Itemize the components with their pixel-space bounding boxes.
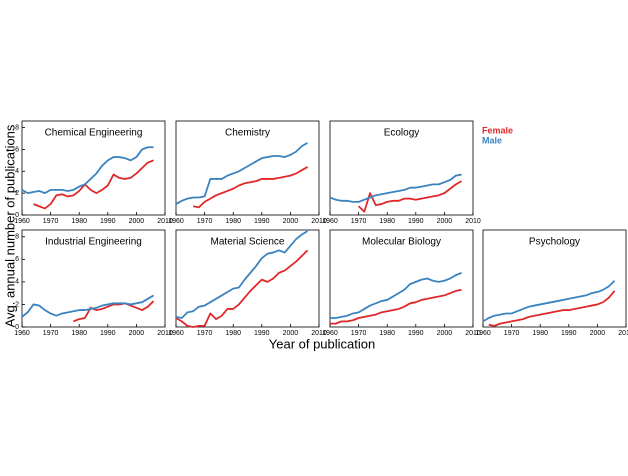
x-tick-label: 1960 [322, 330, 338, 337]
x-tick-label: 1980 [71, 330, 87, 337]
panel-title: Psychology [529, 237, 580, 248]
x-tick-label: 2010 [311, 218, 327, 225]
series-line [329, 173, 462, 203]
y-tick-label: 8 [15, 124, 19, 131]
y-tick-label: 6 [15, 146, 19, 153]
plot-frame [482, 229, 627, 328]
x-tick-label: 1960 [168, 330, 184, 337]
x-tick-label: 1970 [351, 218, 367, 225]
y-tick-label: 2 [15, 301, 19, 308]
plot-frame [329, 229, 474, 328]
series-line [330, 272, 462, 319]
x-tick-label: 2010 [157, 330, 173, 337]
x-tick-label: 2000 [129, 330, 145, 337]
panel-title: Ecology [384, 128, 420, 139]
x-tick-label: 1970 [197, 218, 213, 225]
x-tick-label: 2000 [437, 330, 453, 337]
x-tick-label: 1980 [379, 218, 395, 225]
x-tick-label: 2010 [311, 330, 327, 337]
plot-frame [329, 120, 474, 216]
series-line [175, 249, 309, 328]
x-tick-label: 2010 [465, 330, 481, 337]
y-tick-label: 0 [15, 324, 19, 331]
x-tick-label: 1980 [71, 218, 87, 225]
plot-frame [175, 229, 320, 328]
y-tick-label: 0 [15, 212, 19, 219]
plot-frame [21, 120, 166, 216]
x-tick-label: 1980 [225, 218, 241, 225]
x-tick-label: 1970 [197, 330, 213, 337]
panel-title: Chemical Engineering [45, 128, 143, 139]
series-line [330, 288, 462, 325]
series-line [192, 166, 309, 209]
y-tick-label: 2 [15, 190, 19, 197]
y-tick-label: 4 [15, 168, 19, 175]
y-tick-label: 8 [15, 234, 19, 241]
x-tick-label: 1960 [322, 218, 338, 225]
panel-title: Industrial Engineering [45, 237, 142, 248]
series-line [73, 300, 155, 323]
x-tick-label: 1980 [532, 330, 548, 337]
x-tick-label: 1990 [254, 218, 270, 225]
x-tick-label: 1960 [14, 218, 30, 225]
x-tick-label: 2010 [465, 218, 481, 225]
series-line [21, 146, 154, 195]
y-tick-label: 6 [15, 256, 19, 263]
x-tick-label: 2010 [618, 330, 628, 337]
x-tick-label: 2000 [283, 218, 299, 225]
legend-label: Female [482, 125, 513, 135]
x-tick-label: 2000 [129, 218, 145, 225]
x-tick-label: 2000 [437, 218, 453, 225]
panel-title: Material Science [211, 237, 285, 248]
x-tick-label: 1970 [351, 330, 367, 337]
series-line [488, 290, 616, 327]
x-tick-label: 1960 [168, 218, 184, 225]
plot-frame [175, 120, 320, 216]
x-tick-label: 1960 [475, 330, 491, 337]
x-tick-label: 2010 [157, 218, 173, 225]
x-tick-label: 1990 [254, 330, 270, 337]
x-tick-label: 1990 [100, 218, 116, 225]
series-line [482, 280, 616, 323]
series-line [357, 180, 463, 213]
x-tick-label: 1990 [408, 218, 424, 225]
x-tick-label: 1970 [43, 330, 59, 337]
series-line [33, 159, 154, 210]
x-tick-label: 2000 [283, 330, 299, 337]
x-tick-label: 1990 [408, 330, 424, 337]
x-axis-label: Year of publication [269, 336, 376, 351]
panel-title: Chemistry [225, 128, 270, 139]
legend-label: Male [482, 135, 502, 145]
x-tick-label: 1970 [43, 218, 59, 225]
x-tick-label: 1960 [14, 330, 30, 337]
plot-frame [21, 229, 166, 328]
series-line [21, 294, 155, 318]
x-tick-label: 1990 [100, 330, 116, 337]
y-axis-label: Avg. annual number of publications [2, 124, 17, 327]
x-tick-label: 1980 [379, 330, 395, 337]
series-line [175, 230, 309, 319]
series-line [175, 142, 309, 205]
x-tick-label: 1990 [561, 330, 577, 337]
y-tick-label: 4 [15, 279, 19, 286]
x-tick-label: 1980 [225, 330, 241, 337]
panel-title: Molecular Biology [362, 237, 441, 248]
x-tick-label: 1970 [504, 330, 520, 337]
x-tick-label: 2000 [590, 330, 606, 337]
